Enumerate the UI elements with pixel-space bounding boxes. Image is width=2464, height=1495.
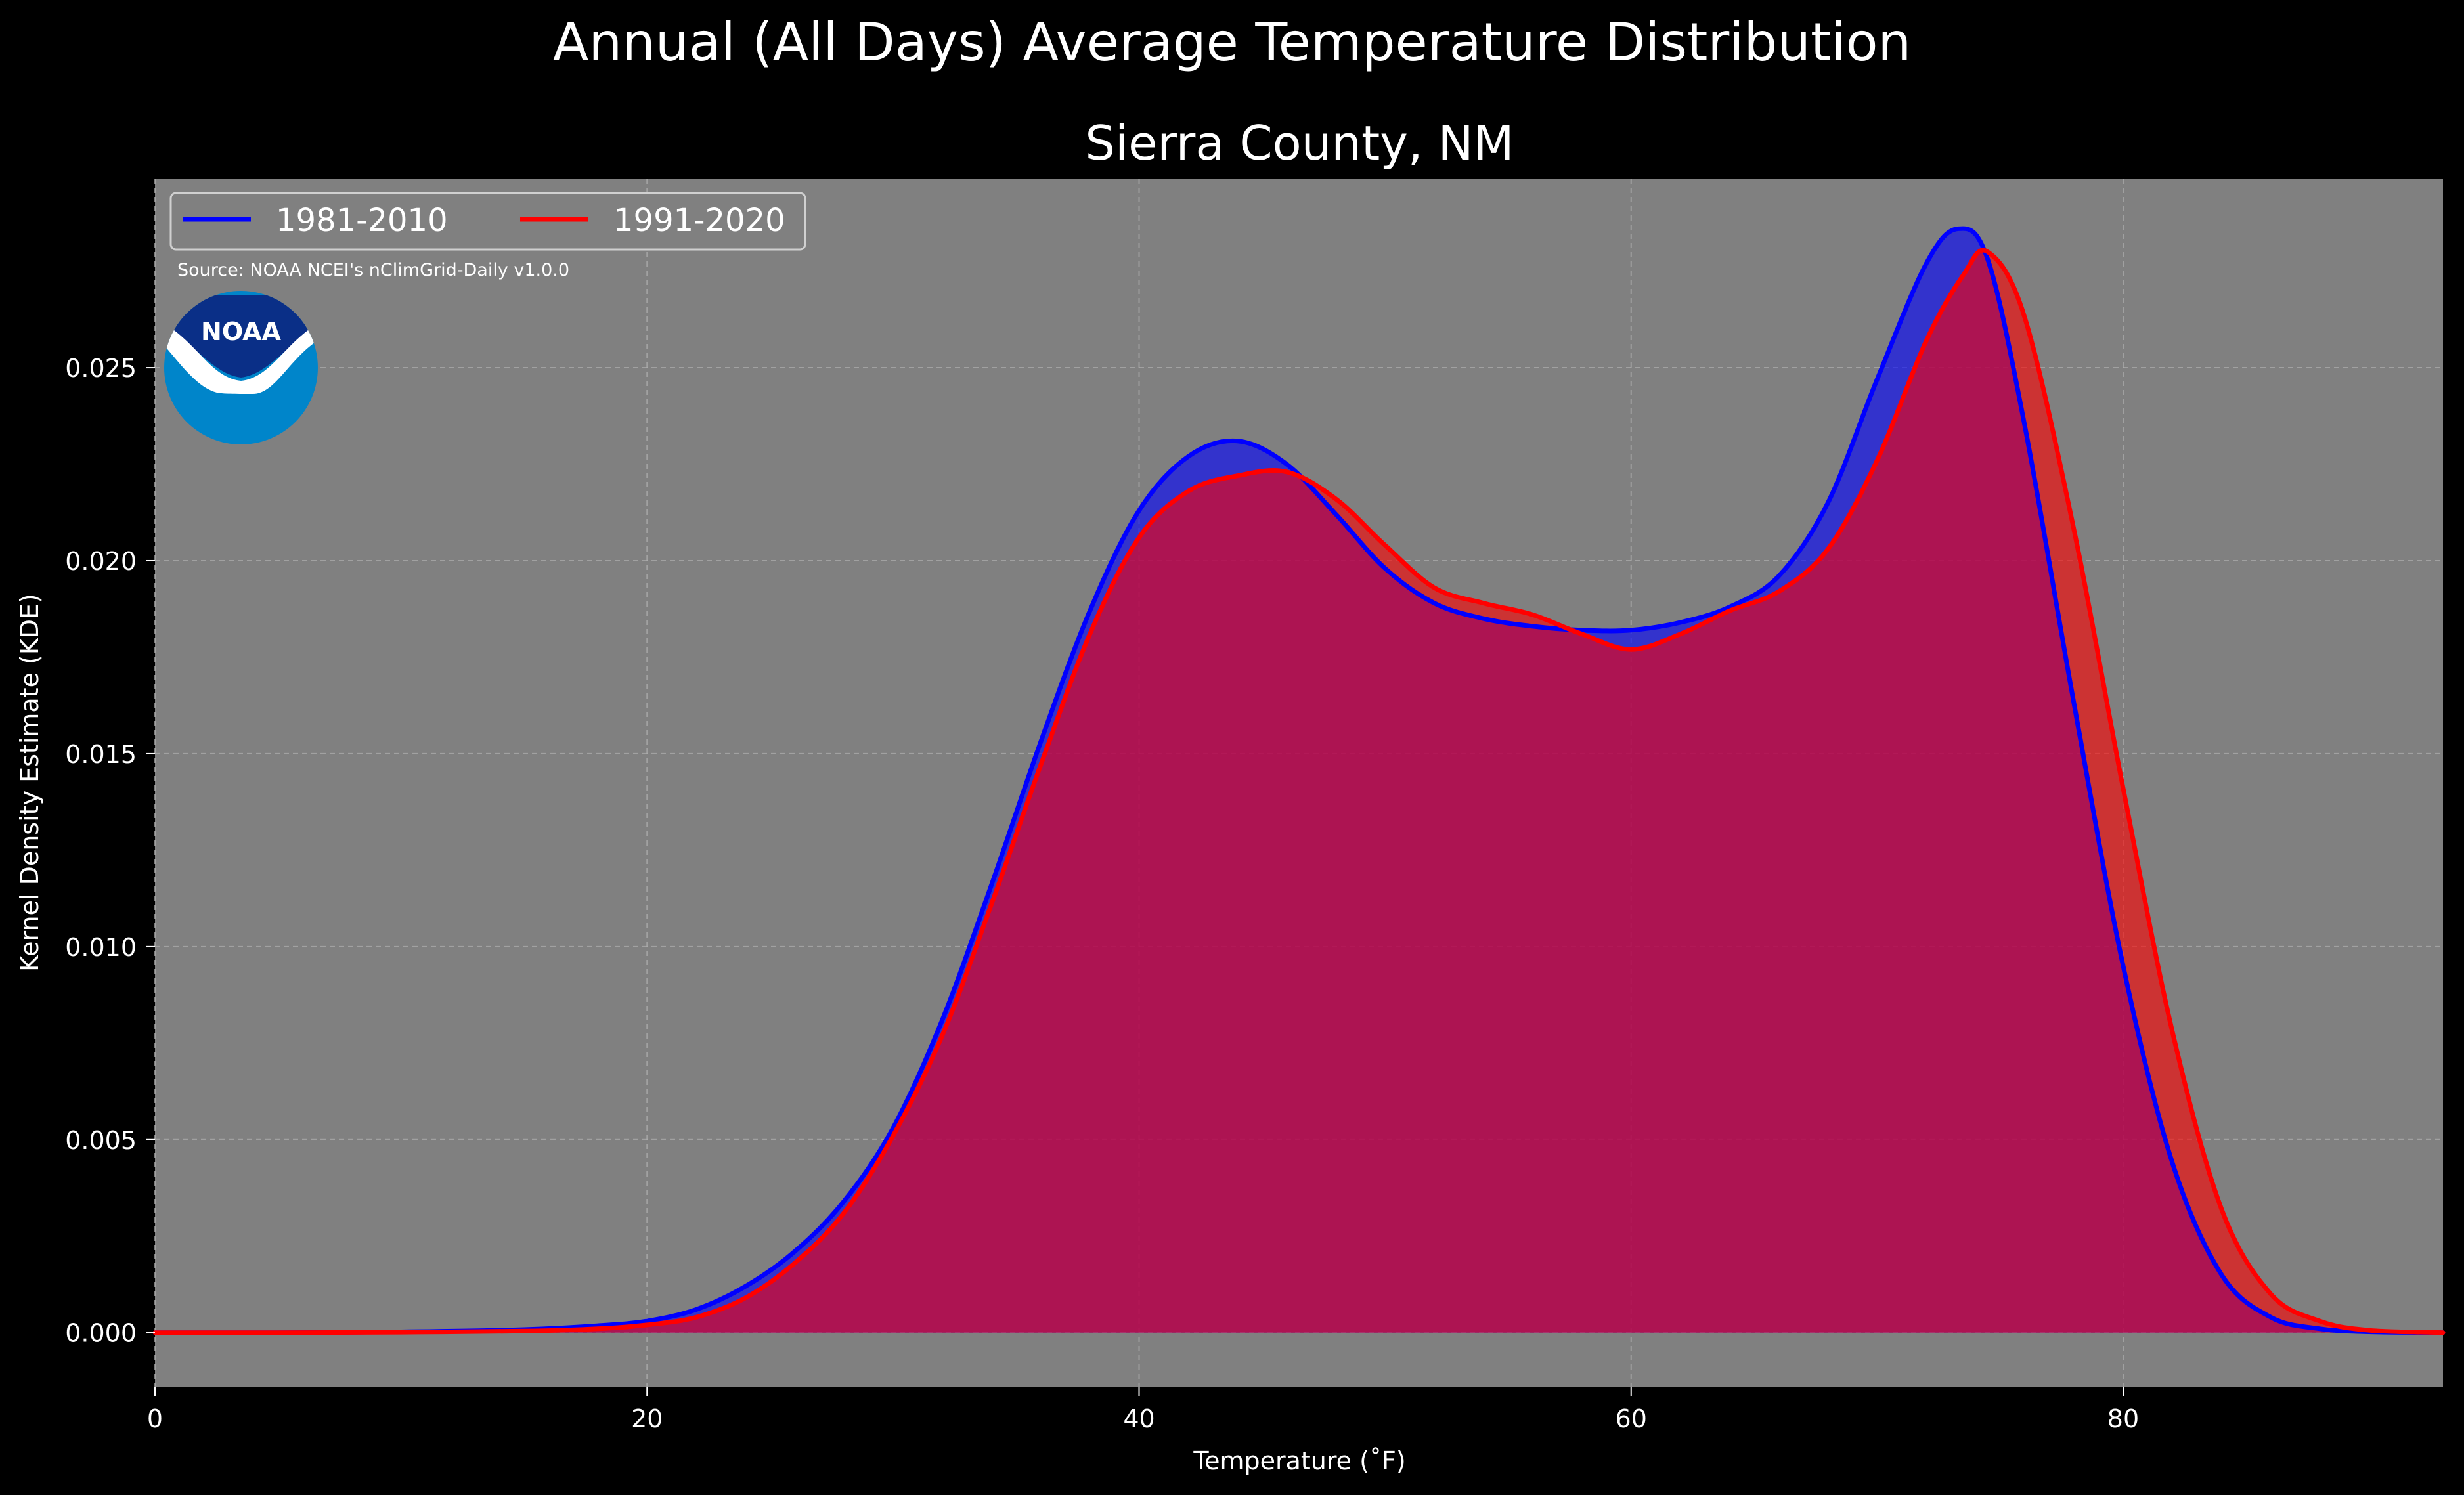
noaa-logo-upper (164, 295, 318, 378)
y-tick-label: 0.010 (65, 933, 137, 962)
noaa-logo: NOAA (164, 291, 318, 444)
y-tick-label: 0.000 (65, 1319, 137, 1348)
series-fills (155, 228, 2443, 1333)
x-tick-label: 60 (1616, 1404, 1647, 1433)
legend-label-1981-2010: 1981-2010 (276, 202, 448, 239)
legend: 1981-2010 1991-2020 (169, 192, 806, 251)
series-fill-1991-2020 (155, 249, 2443, 1333)
series-line-1991-2020 (152, 248, 2446, 1335)
x-tick-label: 0 (147, 1404, 163, 1433)
y-tick-label: 0.005 (65, 1126, 137, 1155)
noaa-logo-gull (164, 322, 318, 394)
x-tick-label: 40 (1123, 1404, 1155, 1433)
noaa-logo-text: NOAA (201, 317, 281, 346)
legend-label-1991-2020: 1991-2020 (613, 202, 785, 239)
y-tick-label: 0.025 (65, 354, 137, 383)
legend-box (169, 192, 806, 251)
x-tick-label: 20 (631, 1404, 663, 1433)
x-tick-label: 80 (2107, 1404, 2139, 1433)
y-tick-label: 0.020 (65, 547, 137, 576)
series-line-1981-2010 (152, 226, 2446, 1335)
y-axis-label: Kernel Density Estimate (KDE) (15, 594, 44, 972)
source-note: Source: NOAA NCEI's nClimGrid-Daily v1.0… (177, 260, 569, 280)
x-axis-label: Temperature (˚F) (1193, 1446, 1405, 1475)
chart-suptitle: Annual (All Days) Average Temperature Di… (553, 12, 1911, 73)
series-lines (152, 226, 2446, 1335)
y-tick-label: 0.015 (65, 740, 137, 769)
axis-ticks: 0 20 40 60 80 0.000 0.005 0.010 0.015 0.020 0.025 (65, 354, 2139, 1433)
chart-title: Sierra County, NM (1085, 116, 1514, 171)
